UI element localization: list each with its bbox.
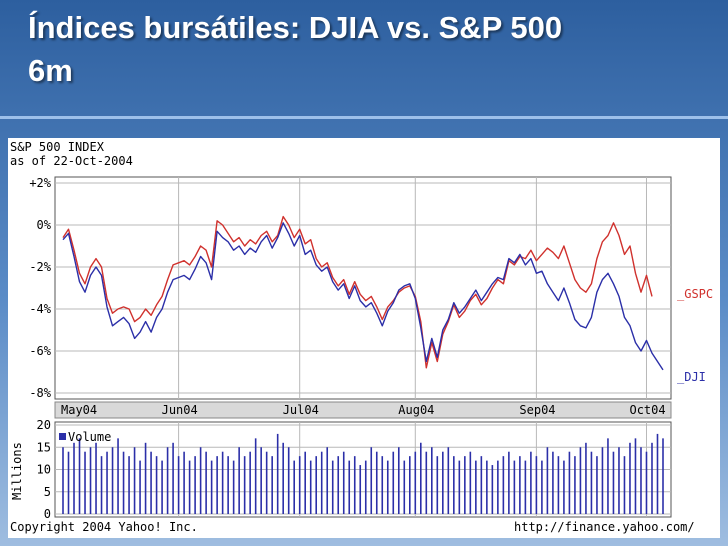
volume-tick-labels: 20 15 10 5 0: [37, 418, 51, 521]
x-tick-label: Jul04: [283, 403, 319, 417]
y-tick-label: -6%: [29, 344, 51, 358]
x-tick-label: May04: [61, 403, 97, 417]
slide-title-line-2: 6m: [28, 53, 73, 88]
volume-tick-label: 15: [37, 440, 51, 454]
y-tick-label: -2%: [29, 260, 51, 274]
chart-panel: S&P 500 INDEX as of 22-Oct-2004 +2% 0% -2%…: [8, 138, 720, 538]
series-gspc: [62, 215, 653, 369]
chart-subtitle: as of 22-Oct-2004: [10, 154, 133, 168]
slide-title: Índices bursátiles: DJIA vs. S&P 500 6m: [28, 6, 708, 92]
x-axis-tick-labels: May04 Jun04 Jul04 Aug04 Sep04 Oct04: [61, 403, 666, 417]
series-line-gspc: [62, 215, 653, 369]
series-dji: [62, 222, 664, 371]
source-url: http://finance.yahoo.com/: [514, 520, 695, 534]
y-tick-label: -4%: [29, 302, 51, 316]
volume-tick-label: 0: [44, 507, 51, 521]
title-divider: [0, 116, 728, 119]
volume-axis-label: Millions: [10, 442, 24, 500]
copyright-text: Copyright 2004 Yahoo! Inc.: [10, 520, 198, 534]
price-plot-area: [54, 176, 672, 400]
y-tick-label: 0%: [37, 218, 52, 232]
y-tick-label: -8%: [29, 386, 51, 400]
x-tick-label: Aug04: [398, 403, 434, 417]
chart-title: S&P 500 INDEX: [10, 140, 105, 154]
volume-legend-swatch: [59, 433, 66, 440]
month-axis-band: [54, 401, 672, 419]
volume-bars: [62, 433, 664, 514]
x-tick-label: Jun04: [162, 403, 198, 417]
volume-tick-label: 20: [37, 418, 51, 432]
volume-tick-label: 5: [44, 485, 51, 499]
y-tick-label: +2%: [29, 176, 51, 190]
price-grid: [55, 177, 671, 399]
x-tick-label: Oct04: [629, 403, 665, 417]
y-axis-tick-labels: +2% 0% -2% -4% -6% -8%: [29, 176, 51, 400]
volume-tick-label: 10: [37, 463, 51, 477]
slide-title-line-1: Índices bursátiles: DJIA vs. S&P 500: [28, 10, 563, 45]
volume-legend-label: Volume: [68, 430, 111, 444]
series-label-gspc: _GSPC: [677, 287, 713, 301]
x-tick-label: Sep04: [519, 403, 555, 417]
stock-chart: S&P 500 INDEX as of 22-Oct-2004 +2% 0% -2%…: [10, 140, 713, 534]
series-line-dji: [62, 222, 664, 371]
series-label-dji: _DJI: [677, 370, 706, 384]
